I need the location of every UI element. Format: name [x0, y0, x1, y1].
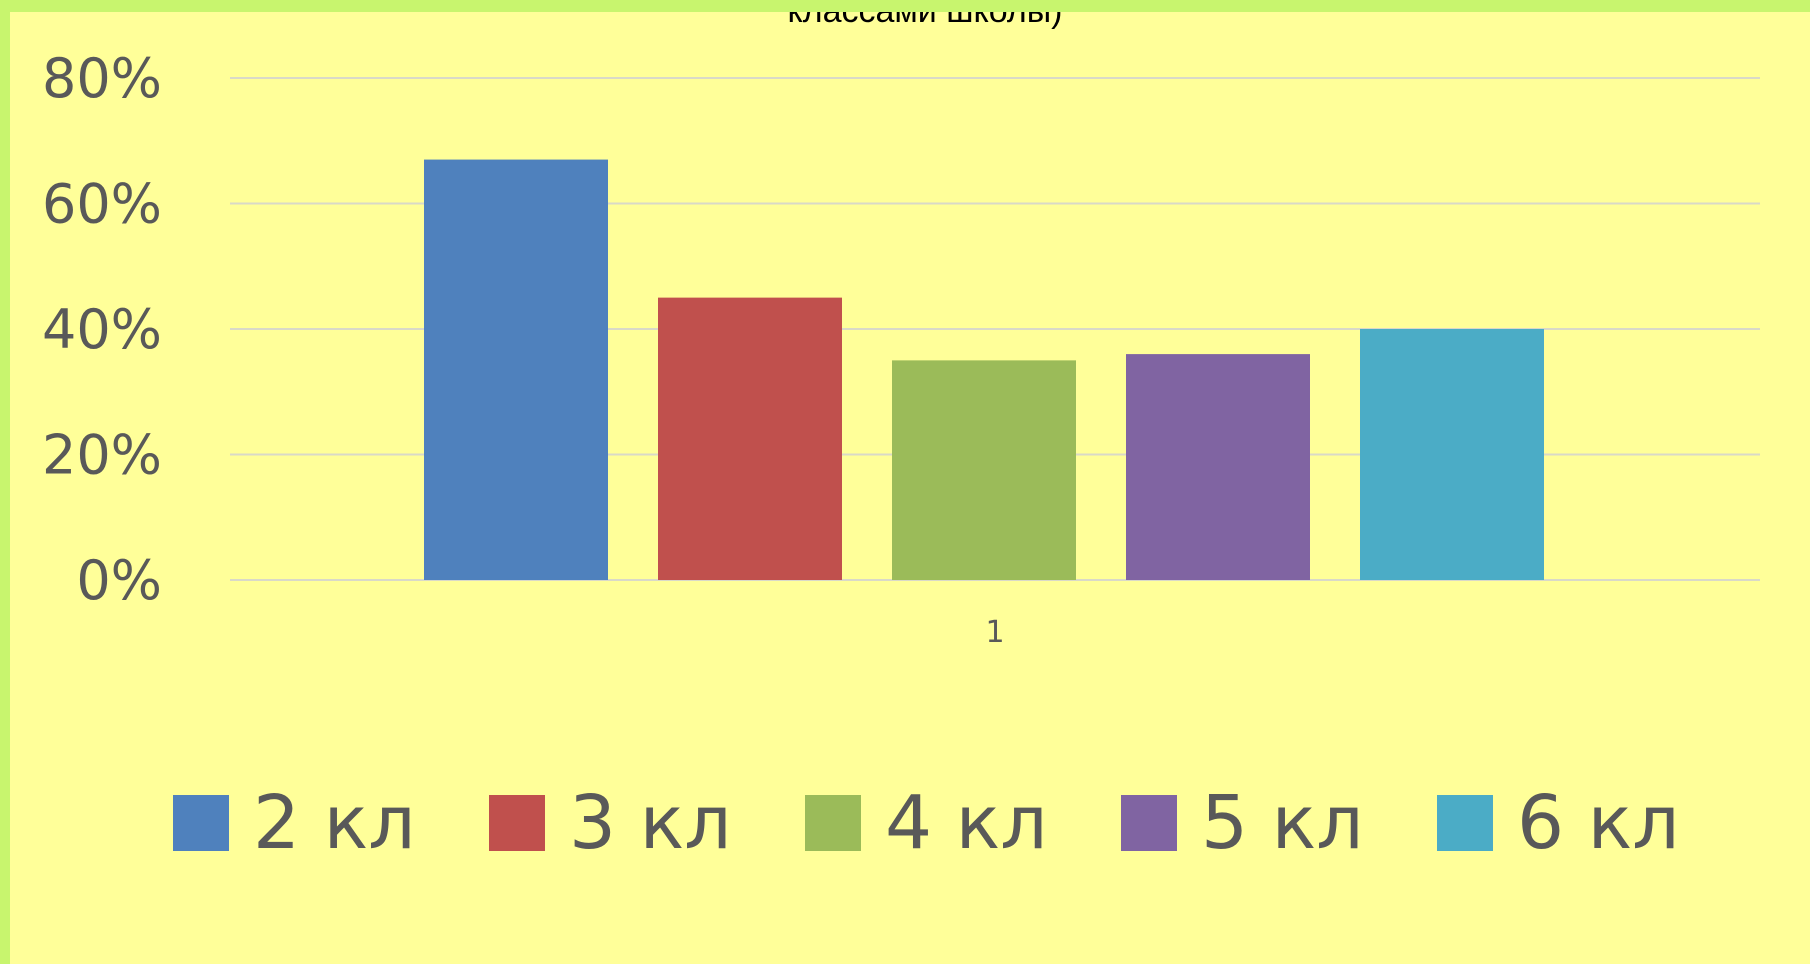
y-tick-label: 60%: [42, 173, 162, 236]
legend-swatch: [1437, 795, 1493, 851]
bars: [424, 159, 1544, 580]
x-axis-categories: 1: [985, 615, 1004, 650]
y-tick-label: 80%: [42, 47, 162, 110]
bar-4: [1126, 354, 1310, 580]
legend-label: 6 кл: [1517, 780, 1680, 866]
x-category-label: 1: [985, 615, 1004, 650]
y-axis-ticks: 0% 20% 40% 60% 80%: [42, 47, 162, 612]
legend-label: 2 кл: [253, 780, 416, 866]
legend-label: 4 кл: [885, 780, 1048, 866]
y-tick-label: 40%: [42, 298, 162, 361]
legend-label: 5 кл: [1201, 780, 1364, 866]
legend-swatch: [173, 795, 229, 851]
bar-chart: классами школы) 0% 20% 40% 60% 80% 1 2 кл 3 к…: [42, 12, 1760, 866]
y-tick-label: 0%: [76, 549, 162, 612]
bar-2: [658, 297, 842, 580]
bar-1: [424, 159, 608, 580]
legend-swatch: [1121, 795, 1177, 851]
legend-label: 3 кл: [569, 780, 732, 866]
chart-title: классами школы): [787, 12, 1062, 30]
legend-swatch: [805, 795, 861, 851]
bar-3: [892, 360, 1076, 580]
y-tick-label: 20%: [42, 424, 162, 487]
legend-swatch: [489, 795, 545, 851]
legend: 2 кл 3 кл 4 кл 5 кл 6 кл: [173, 780, 1680, 866]
chart-container: классами школы) 0% 20% 40% 60% 80% 1 2 кл 3 к…: [10, 12, 1810, 964]
bar-5: [1360, 329, 1544, 580]
